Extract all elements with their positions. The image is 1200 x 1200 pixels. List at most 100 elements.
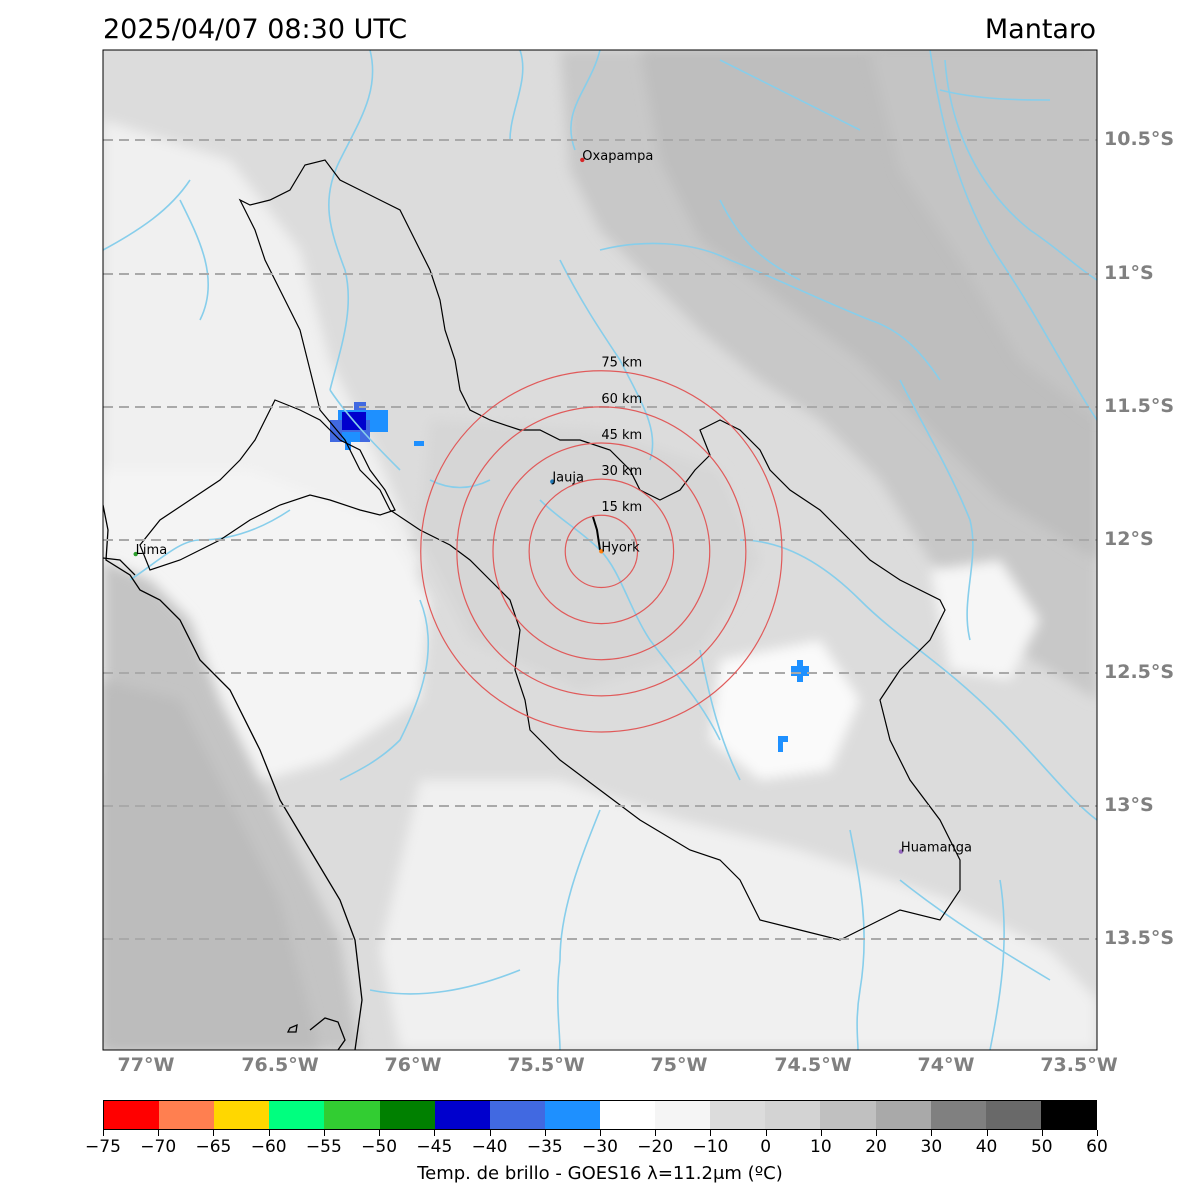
range-ring <box>420 370 783 733</box>
basin-boundary <box>139 159 961 941</box>
colorbar-tick <box>1097 1130 1098 1136</box>
colorbar-title: Temp. de brillo - GOES16 λ=11.2μm (ºC) <box>417 1163 783 1184</box>
colorbar-tick-label: −40 <box>471 1137 508 1157</box>
city-label: Jauja <box>551 471 584 486</box>
lat-label: 11.5°S <box>1104 395 1175 417</box>
city-label: Lima <box>136 543 167 558</box>
colorbar-tick-label: −10 <box>692 1137 729 1157</box>
colorbar-swatch <box>434 1101 490 1129</box>
city-marker <box>133 551 138 557</box>
colorbar-tick <box>434 1130 436 1136</box>
lat-label: 12.5°S <box>1104 661 1175 683</box>
lon-label: 76.5°W <box>241 1054 319 1076</box>
colorbar-tick-label: 10 <box>810 1137 832 1157</box>
range-rings: 15 km 30 km 45 km 60 km 75 km <box>420 356 783 733</box>
range-ring <box>528 478 675 625</box>
lat-label: 13°S <box>1104 794 1154 816</box>
colorbar-tick <box>710 1130 712 1136</box>
colorbar-tick-label: −55 <box>305 1137 342 1157</box>
colorbar-tick-label: −35 <box>526 1137 563 1157</box>
colorbar-tick-label: −75 <box>85 1137 121 1157</box>
colorbar-tick-label: −30 <box>582 1137 618 1157</box>
city-label: Oxapampa <box>582 149 653 164</box>
colorbar-tick <box>268 1130 270 1136</box>
colorbar-tick-label: 30 <box>920 1137 943 1157</box>
temperature-colorbar <box>103 1100 1097 1130</box>
colorbar-swatch <box>324 1101 380 1129</box>
range-ring-label: 45 km <box>601 428 642 443</box>
colorbar-tick <box>931 1130 933 1136</box>
range-ring <box>456 406 747 697</box>
colorbar-tick-label: −60 <box>250 1137 287 1157</box>
lat-label: 13.5°S <box>1104 927 1175 949</box>
colorbar-swatch <box>930 1101 986 1129</box>
colorbar-tick <box>765 1130 767 1136</box>
city-marker <box>898 849 904 854</box>
colorbar-tick <box>323 1130 325 1136</box>
colorbar-swatch <box>159 1101 215 1129</box>
range-ring <box>492 442 711 661</box>
lat-label: 10.5°S <box>1104 128 1175 150</box>
city-marker <box>599 549 604 554</box>
range-ring <box>564 514 639 589</box>
colorbar-tick <box>600 1130 601 1136</box>
colorbar-tick <box>1041 1130 1043 1136</box>
range-ring-label: 15 km <box>601 500 642 515</box>
rivers-layer <box>103 50 1097 1050</box>
colorbar-swatch <box>765 1101 821 1129</box>
colorbar-tick <box>876 1130 878 1136</box>
colorbar-tick <box>986 1130 988 1136</box>
colorbar-tick-label: −50 <box>361 1137 398 1157</box>
lon-label: 74.5°W <box>774 1054 852 1076</box>
colorbar-tick <box>379 1130 381 1136</box>
range-ring-label: 60 km <box>601 392 642 407</box>
colorbar-swatch <box>269 1101 325 1129</box>
colorbar-swatch <box>710 1101 766 1129</box>
colorbar-tick-label: 50 <box>1030 1137 1053 1157</box>
city-marker <box>580 157 585 163</box>
colorbar-tick-label: 0 <box>760 1137 772 1157</box>
city-marker <box>550 479 555 484</box>
lon-label: 75.5°W <box>507 1054 585 1076</box>
lon-label: 77°W <box>117 1054 175 1076</box>
colorbar-tick-label: −45 <box>416 1137 453 1157</box>
colorbar-tick <box>820 1130 822 1136</box>
datetime-title: 2025/04/07 08:30 UTC <box>103 14 408 45</box>
colorbar-tick <box>655 1130 657 1136</box>
colorbar-swatch <box>379 1101 435 1129</box>
colorbar-swatch <box>1040 1101 1096 1129</box>
lat-label: 12°S <box>1104 528 1154 550</box>
lon-label: 76°W <box>384 1054 442 1076</box>
coastline <box>103 504 363 1050</box>
colorbar-swatch <box>214 1101 270 1129</box>
colorbar-tick-label: 60 <box>1086 1137 1108 1157</box>
lon-label: 73.5°W <box>1040 1054 1118 1076</box>
lon-label: 74°W <box>917 1054 975 1076</box>
colorbar-tick-label: −65 <box>195 1137 232 1157</box>
colorbar-tick-label: 40 <box>975 1137 998 1157</box>
colorbar-swatch <box>875 1101 931 1129</box>
range-ring-label: 30 km <box>601 464 642 479</box>
region-title: Mantaro <box>984 14 1096 45</box>
lon-label: 75°W <box>650 1054 708 1076</box>
colorbar-swatch <box>985 1101 1041 1129</box>
colorbar-swatch <box>104 1101 160 1129</box>
map-frame <box>102 49 1098 1051</box>
colorbar-tick-label: 20 <box>865 1137 887 1157</box>
city-label: Huamanga <box>901 841 972 856</box>
colorbar-swatch <box>655 1101 711 1129</box>
colorbar-tick <box>544 1130 546 1136</box>
colorbar-swatch <box>599 1101 656 1129</box>
colorbar-swatch <box>489 1101 545 1129</box>
range-ring-label: 75 km <box>601 356 642 371</box>
colorbar-swatch <box>820 1101 876 1129</box>
colorbar-tick <box>103 1130 104 1136</box>
city-markers: Oxapampa Jauja Hyork Lima Huamanga <box>133 149 972 856</box>
radar-beam-line <box>592 516 601 551</box>
colorbar-tick <box>213 1130 215 1136</box>
colorbar-tick-label: −20 <box>637 1137 674 1157</box>
colorbar-tick <box>158 1130 160 1136</box>
colorbar-tick <box>489 1130 491 1136</box>
colorbar-swatch <box>544 1101 600 1129</box>
